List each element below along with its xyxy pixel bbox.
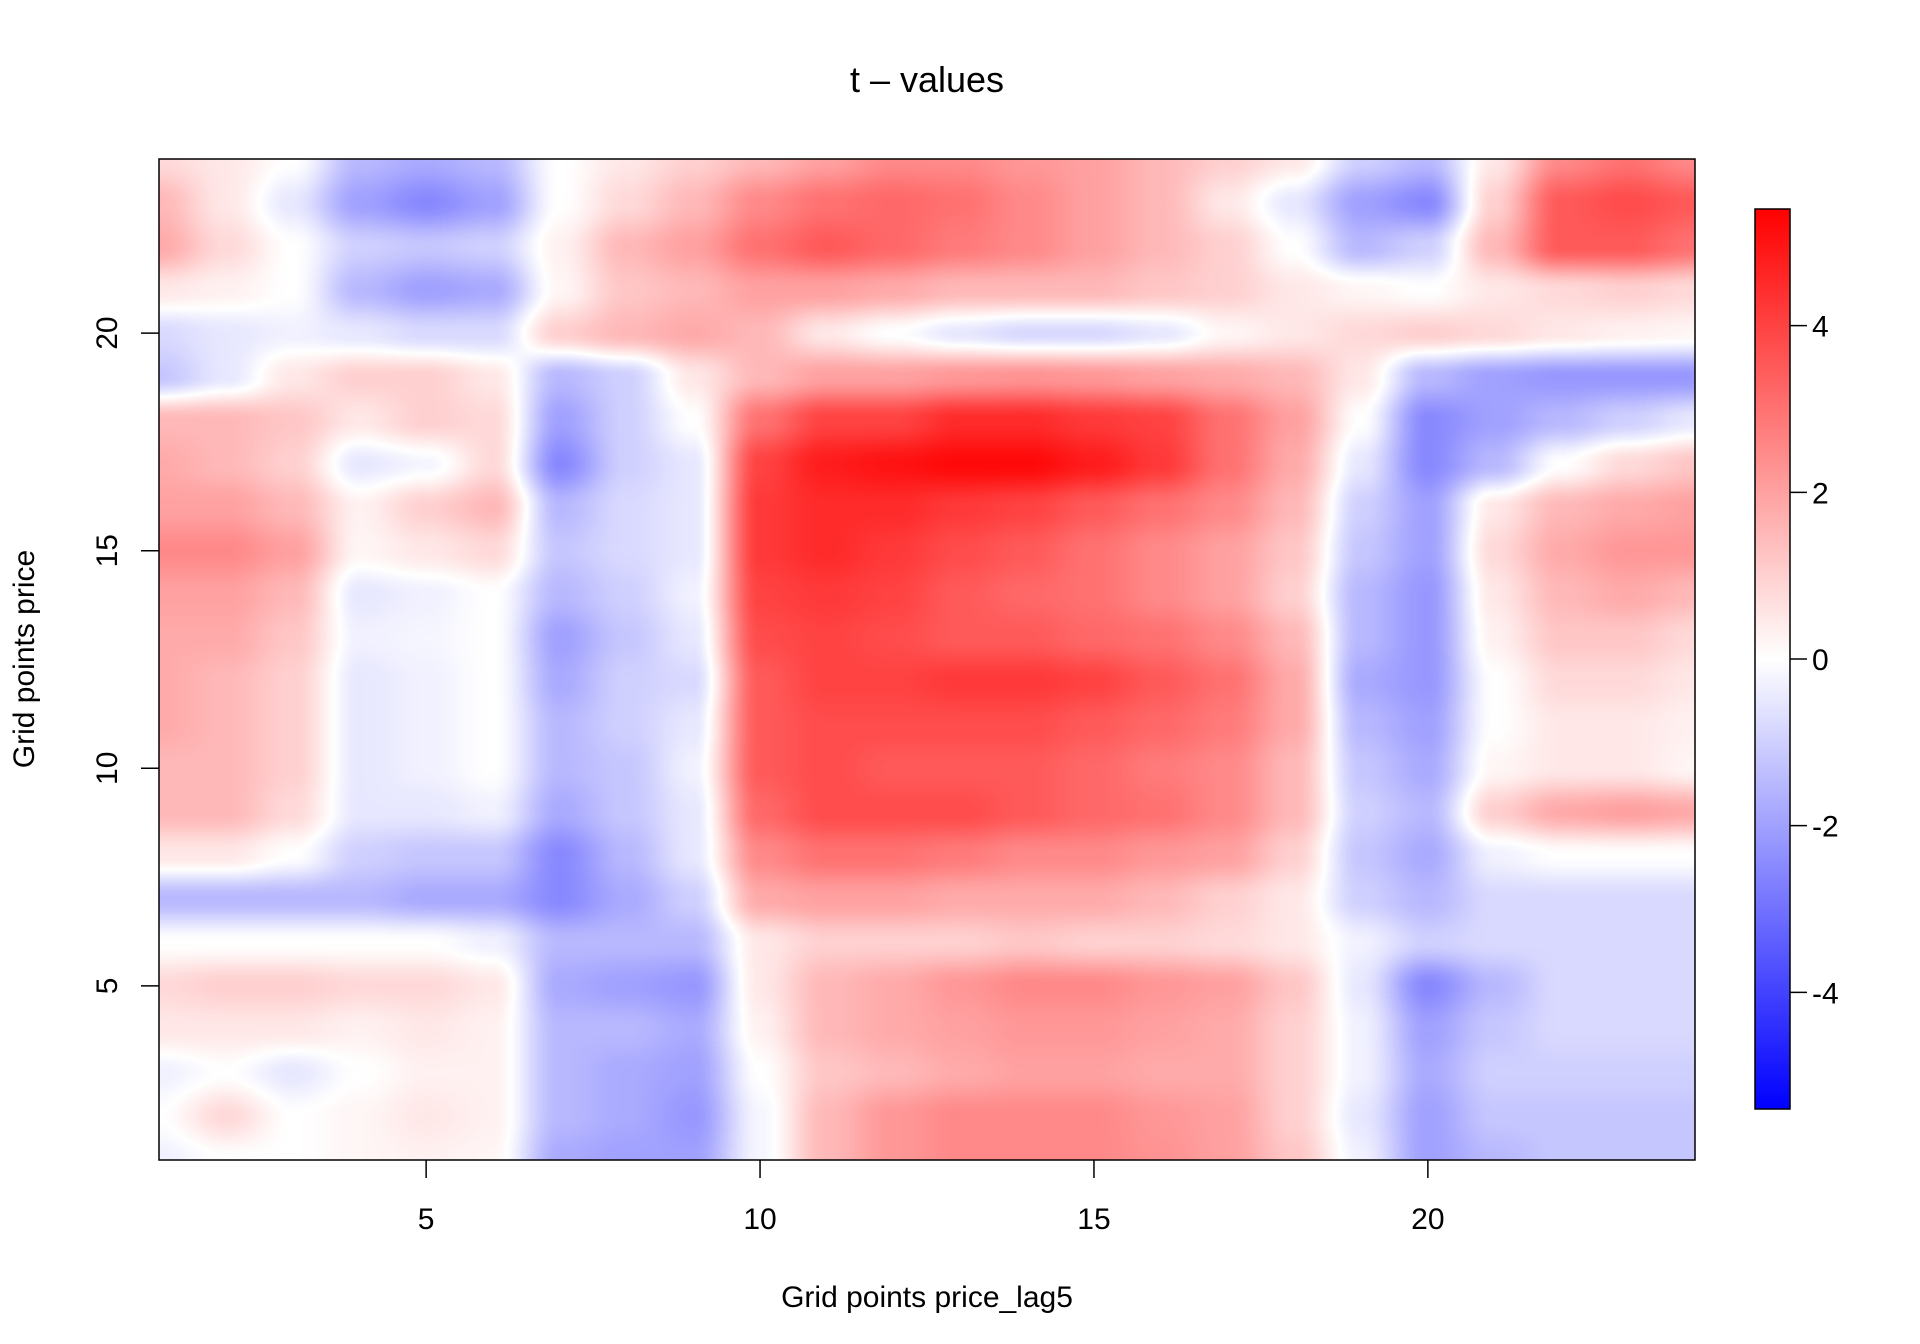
y-axis: 5 10 15 20 — [91, 316, 159, 994]
colorbar-tick-label: 0 — [1812, 644, 1829, 677]
colorbar-tick-label: 4 — [1812, 311, 1829, 344]
x-axis-label: Grid points price_lag5 — [781, 1281, 1073, 1314]
x-tick-label: 10 — [743, 1203, 776, 1236]
y-tick-label: 15 — [91, 534, 124, 567]
heatmap-surface — [159, 159, 1695, 1160]
y-tick-label: 10 — [91, 752, 124, 785]
colorbar-tick-label: -4 — [1812, 977, 1839, 1010]
y-axis-label: Grid points price — [8, 550, 41, 768]
colorbar: -4 -2 0 2 4 — [1754, 208, 1839, 1110]
chart-title: t – values — [850, 59, 1004, 100]
x-tick-label: 20 — [1411, 1203, 1444, 1236]
colorbar-gradient — [1754, 208, 1791, 1110]
y-tick-label: 20 — [91, 316, 124, 349]
plot-area — [158, 158, 1696, 1161]
x-tick-label: 5 — [418, 1203, 435, 1236]
colorbar-tick-label: -2 — [1812, 811, 1839, 844]
colorbar-ticks: -4 -2 0 2 4 — [1790, 311, 1839, 1010]
x-axis: 5 10 15 20 — [418, 1160, 1445, 1236]
x-tick-label: 15 — [1077, 1203, 1110, 1236]
plot-frame — [158, 158, 1696, 1161]
y-tick-label: 5 — [91, 978, 124, 995]
colorbar-tick-label: 2 — [1812, 477, 1829, 510]
